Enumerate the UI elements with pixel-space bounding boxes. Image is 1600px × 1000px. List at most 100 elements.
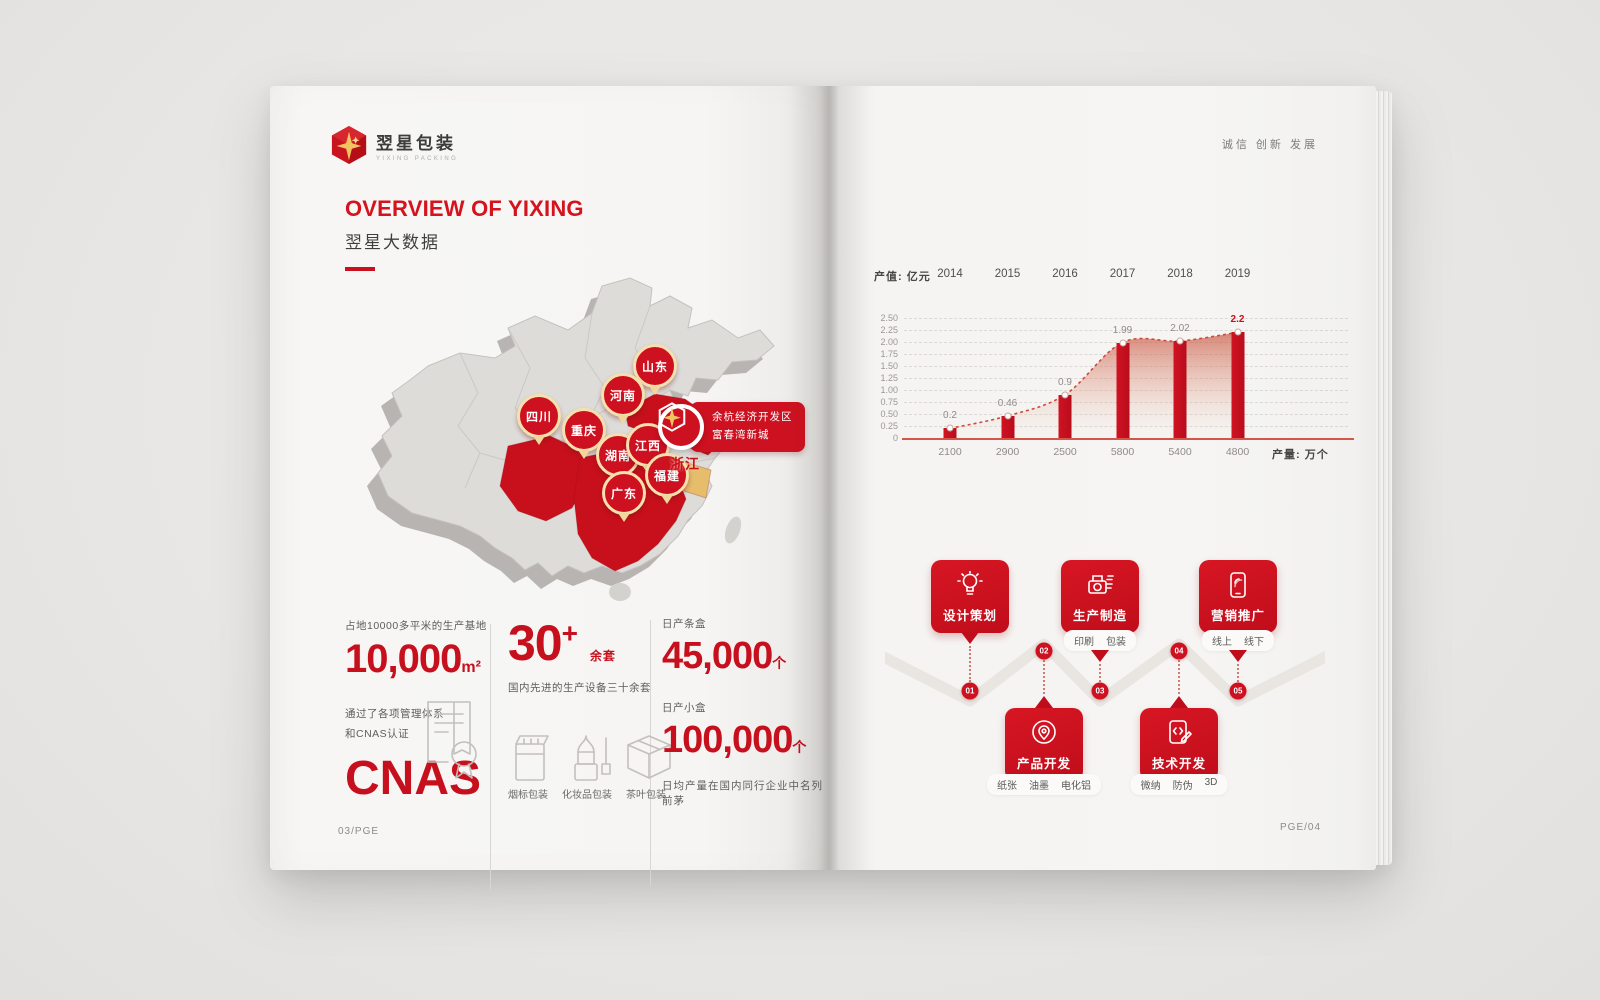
bar-value-label: 2.2 (1230, 314, 1245, 326)
flow-box-production: 生产制造 (1061, 560, 1139, 633)
code-icon (1144, 718, 1214, 748)
stat-rank-caption: 日均产量在国内同行企业中名列前茅 (662, 780, 823, 807)
page-number-left: 03/PGE (338, 826, 380, 837)
map-pin-guangdong: 广东 (602, 471, 646, 523)
x-axis-line (902, 438, 1354, 440)
stat-cnas: 通过了各项管理体系 和CNAS认证 CNAS (345, 706, 481, 806)
page-left: 翌星包装 YIXING PACKING OVERVIEW OF YIXING 翌… (270, 86, 828, 890)
y-tick: 1.75 (880, 349, 898, 359)
flow-step-5: 05 (1229, 682, 1247, 700)
stat-caption: 占地10000多平米的生产基地 (345, 620, 487, 632)
stat-caption: 日产小盒 (662, 702, 706, 714)
y-tick: 0.75 (880, 397, 898, 407)
flow-step-1: 01 (961, 682, 979, 700)
callout-line2: 富春湾新城 (712, 428, 770, 441)
y-tick: 2.25 (880, 325, 898, 335)
bar (1001, 415, 1014, 438)
flow-sub-labels: 印刷 包装 (1064, 630, 1136, 651)
stat-cartons: 日产条盒 45,000个 (662, 616, 786, 678)
y-tick: 2.00 (880, 337, 898, 347)
stat-value: 45,000个 (662, 635, 787, 677)
packaging-type-3: 茶叶包装 (626, 790, 666, 801)
flow-pointer-up (1035, 696, 1053, 708)
bar (1116, 342, 1129, 438)
flow-box-product-dev: 产品开发 (1005, 708, 1083, 781)
stat-factory-area: 占地10000多平米的生产基地 10,000m² (345, 618, 487, 682)
flow-pointer (1091, 650, 1109, 662)
brand-name-en: YIXING PACKING (376, 155, 459, 162)
press-icon (1065, 570, 1135, 600)
x-axis-title: 产量: 万个 (1272, 449, 1329, 461)
flow-box-label: 营销推广 (1210, 609, 1265, 623)
stat-value: 10,000m² (345, 637, 481, 681)
bar-marker (1234, 328, 1241, 336)
flow-step-4: 04 (1170, 642, 1188, 660)
certificate-icon (427, 701, 477, 779)
bar (1058, 394, 1072, 438)
brochure-spread: 翌星包装 YIXING PACKING OVERVIEW OF YIXING 翌… (270, 86, 1392, 890)
flow-pointer (961, 632, 979, 644)
cigarette-pack-icon (515, 735, 549, 781)
flow-pointer-up (1170, 696, 1188, 708)
callout-line1: 余杭经济开发区 (712, 411, 793, 423)
y-tick: 2.50 (880, 313, 898, 323)
gridline (904, 330, 1348, 331)
map-label-zhejiang: 浙江 (670, 456, 700, 472)
stat-caption-2: 和CNAS认证 (345, 728, 410, 740)
flow-box-label: 产品开发 (1016, 757, 1071, 771)
flow-sub-labels: 线上 线下 (1202, 630, 1274, 651)
bar-value-label: 0.9 (1058, 376, 1072, 388)
map-pin-sichuan: 四川 (517, 394, 561, 446)
pin-label: 重庆 (562, 408, 606, 452)
flow-box-marketing: 营销推广 (1199, 560, 1277, 633)
section-title: OVERVIEW OF YIXING 翌星大数据 (345, 196, 584, 271)
page-motto: 诚信 创新 发展 (1221, 139, 1318, 151)
pin-label: 广东 (602, 471, 646, 515)
bar-marker (1176, 337, 1184, 345)
y-tick: 1.50 (880, 361, 898, 371)
bar (1173, 341, 1187, 438)
map-pin-shandong: 山东 (633, 344, 677, 396)
pin-icon (1009, 718, 1079, 748)
flow-step-3: 03 (1091, 682, 1109, 700)
flow-box-design: 设计策划 (931, 560, 1009, 633)
y-tick: 1.00 (880, 385, 898, 395)
packaging-type-2: 化妆品包装 (562, 790, 612, 801)
bar-marker (1119, 339, 1126, 346)
bar-marker (1061, 391, 1069, 399)
year-label: 2016 (1052, 268, 1078, 280)
output-label: 5400 (1168, 446, 1192, 458)
year-label: 2014 (937, 268, 963, 280)
china-map: 山东 河南 四川 重庆 湖南 江西 福建 广东 浙江 (340, 258, 806, 630)
gridline (904, 318, 1348, 319)
flow-box-label: 生产制造 (1072, 609, 1127, 623)
flow-wave-line (885, 638, 1325, 707)
year-label: 2019 (1224, 268, 1251, 280)
bar (1231, 332, 1244, 438)
brand-hexagon-star-icon (331, 126, 367, 164)
packaging-type-1: 烟标包装 (508, 790, 548, 801)
flow-sub-labels: 微纳 防伪 3D (1130, 774, 1228, 795)
map-pin-chongqing: 重庆 (562, 408, 606, 460)
bulb-icon (935, 570, 1005, 600)
map-pin-henan: 河南 (601, 373, 645, 425)
brand-logo: 翌星包装 YIXING PACKING (330, 124, 458, 166)
y-tick: 0.25 (880, 421, 898, 431)
bar-marker (946, 424, 954, 432)
package-box-icon (627, 735, 671, 779)
stat-boxes: 日产小盒 100,000个 日均产量在国内同行企业中名列前茅 (662, 700, 828, 808)
map-pin-fujian: 福建 (645, 453, 689, 505)
output-label: 2500 (1053, 446, 1077, 458)
year-label: 2017 (1109, 268, 1136, 280)
bar-value-label: 0.2 (943, 410, 957, 422)
output-label: 4800 (1225, 446, 1250, 458)
y-axis-title: 产值: 亿元 (874, 271, 931, 283)
pin-label: 四川 (517, 394, 561, 438)
bar (943, 428, 957, 438)
flow-box-label: 技术开发 (1151, 757, 1206, 771)
output-label: 2100 (938, 446, 962, 458)
bar-marker (1004, 412, 1011, 420)
flow-box-label: 设计策划 (942, 609, 997, 623)
bar-value-label: 0.46 (997, 397, 1018, 409)
year-label: 2018 (1167, 268, 1193, 280)
